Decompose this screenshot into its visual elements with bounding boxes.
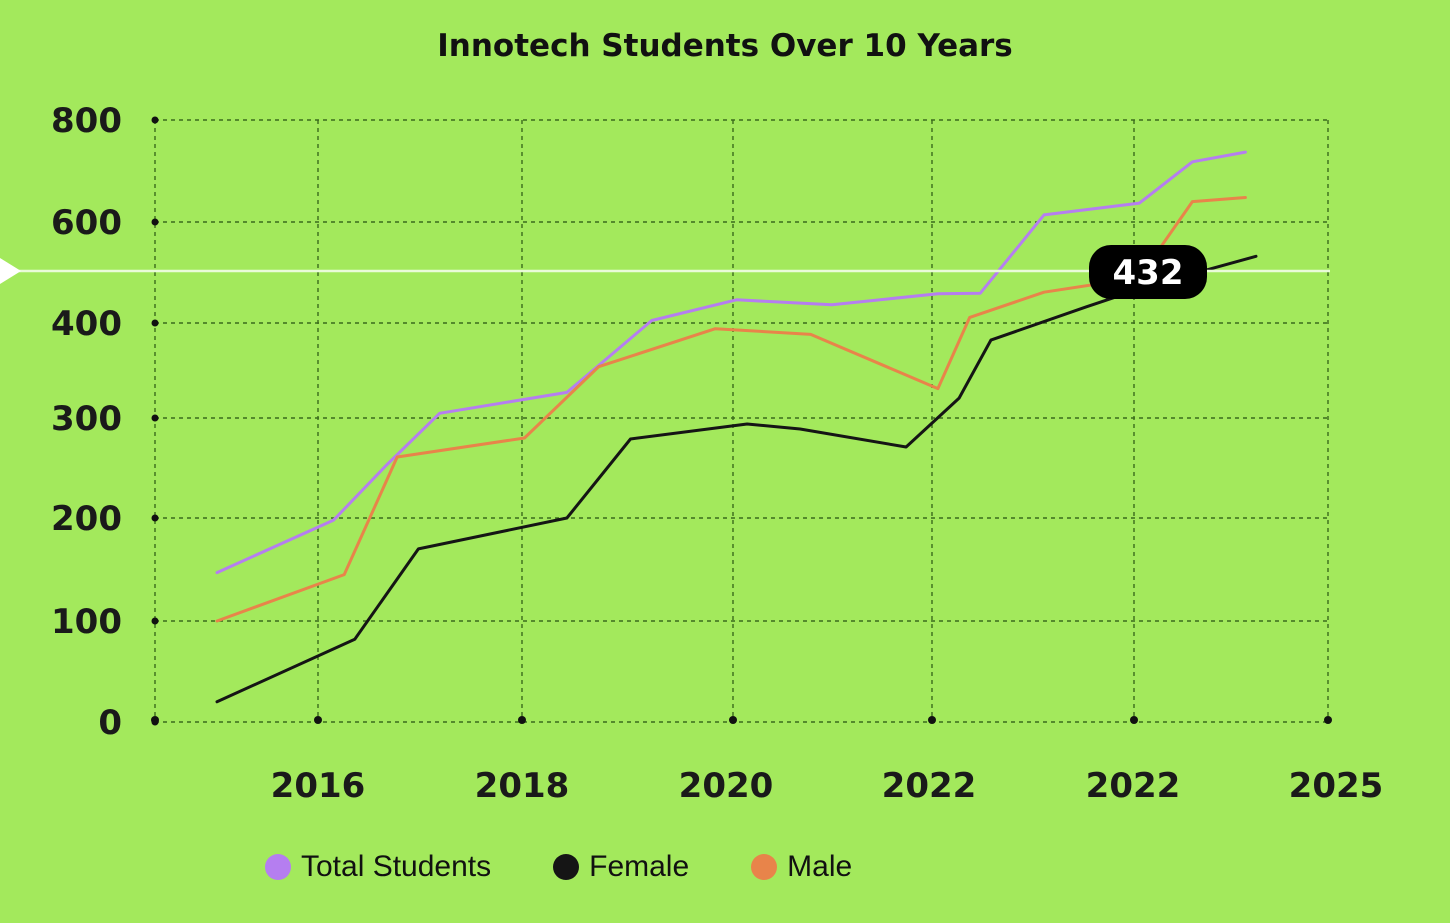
grid — [154, 119, 1329, 723]
x-tick-label-2016: 2016 — [271, 766, 366, 806]
y-tick-label-400: 400 — [51, 304, 122, 344]
legend-dot-total — [265, 854, 291, 880]
x-tick-dot-1 — [314, 716, 322, 724]
x-tick-label-2020: 2020 — [679, 766, 774, 806]
x-tick-dot-5 — [1130, 716, 1138, 724]
x-tick-label-2025: 2025 — [1289, 766, 1384, 806]
highlight-badge — [1089, 245, 1207, 299]
x-tick-label-2022: 2022 — [882, 766, 977, 806]
legend-item-female[interactable]: Female — [553, 850, 689, 884]
chart-title: Innotech Students Over 10 Years — [437, 28, 1013, 64]
y-tick-label-300: 300 — [51, 399, 122, 439]
y-tick-label-200: 200 — [51, 499, 122, 539]
legend-item-male[interactable]: Male — [751, 850, 852, 884]
x-tick-dot-2 — [518, 716, 526, 724]
y-tick-label-100: 100 — [51, 602, 122, 642]
legend-label-male: Male — [787, 850, 853, 883]
y-tick-dot-600 — [151, 218, 159, 226]
y-tick-dot-400 — [151, 319, 159, 327]
highlight-guide-marker — [0, 258, 21, 284]
x-tick-dot-4 — [928, 716, 936, 724]
legend-label-female: Female — [589, 850, 690, 883]
legend: Total Students Female Male — [265, 850, 914, 884]
y-tick-label-0: 0 — [98, 703, 122, 743]
y-tick-dot-300 — [151, 414, 159, 422]
highlight: 432 — [0, 245, 1330, 299]
y-tick-dot-200 — [151, 514, 159, 522]
legend-label-total: Total Students — [301, 850, 492, 883]
y-tick-dot-800 — [151, 116, 159, 124]
x-tick-dot-3 — [729, 716, 737, 724]
legend-item-total[interactable]: Total Students — [265, 850, 491, 884]
x-tick-dot-6 — [1324, 716, 1332, 724]
series-line-total-students — [215, 150, 1247, 575]
x-tick-label-2018: 2018 — [475, 766, 570, 806]
y-tick-label-800: 800 — [51, 101, 122, 141]
highlight-label: 432 — [1113, 253, 1184, 293]
y-tick-dot-100 — [151, 617, 159, 625]
y-tick-label-600: 600 — [51, 203, 122, 243]
x-tick-label-2022: 2022 — [1086, 766, 1181, 806]
x-tick-dot-0 — [151, 716, 159, 724]
legend-dot-male — [751, 854, 778, 880]
series-lines — [215, 150, 1258, 704]
axes: 0 100 200 300 400 600 800 2016 2018 2020 2022 2022 2… — [51, 101, 1383, 806]
legend-dot-female — [553, 854, 580, 880]
